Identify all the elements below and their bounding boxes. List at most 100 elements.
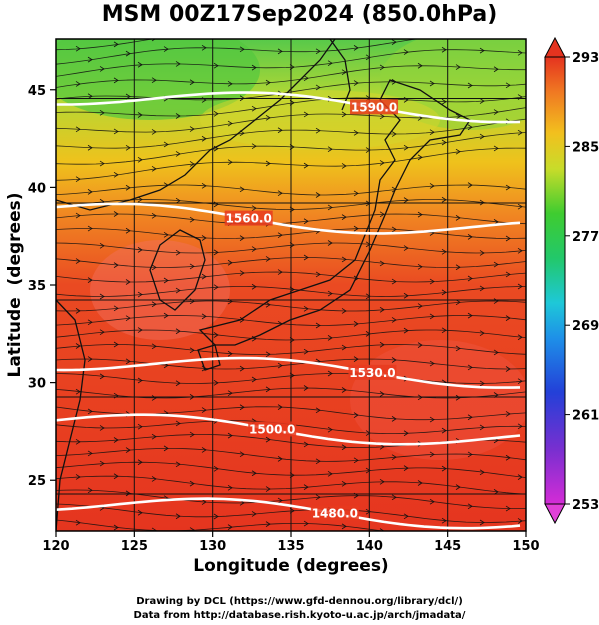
streamline-arrow — [429, 80, 435, 87]
streamline-arrow — [353, 321, 359, 327]
contour-label-bg — [224, 210, 273, 226]
streamline-arrow — [125, 490, 131, 497]
streamline-arrow — [227, 432, 233, 439]
streamline-arrow — [341, 387, 347, 393]
streamline-arrow — [266, 30, 270, 35]
streamline-arrow — [75, 176, 81, 183]
streamline-arrow — [494, 532, 498, 537]
streamline-arrow — [251, 205, 257, 212]
streamline-arrow — [327, 370, 333, 377]
streamline-arrow — [467, 312, 473, 319]
streamline-arrow — [190, 31, 194, 36]
streamline-arrow — [227, 524, 233, 530]
lat-lon-grid — [56, 39, 526, 531]
x-tick-label: 120 — [42, 539, 69, 554]
streamline-arrow — [441, 465, 447, 472]
colorbar-tick-label: 261 — [572, 409, 599, 424]
streamline-arrow — [467, 503, 473, 510]
streamline-arrow — [201, 313, 207, 320]
streamline-arrow — [341, 444, 347, 451]
streamline-arrow — [201, 44, 207, 51]
contour-label-bg — [350, 99, 399, 115]
streamline-arrow — [303, 305, 309, 312]
streamline-arrow — [505, 184, 511, 191]
streamline-arrow — [277, 456, 283, 462]
streamline-arrow — [365, 331, 371, 337]
streamline-arrow — [151, 129, 157, 135]
streamline-arrow — [251, 283, 257, 290]
streamline-arrow — [505, 411, 511, 417]
streamline-arrow — [455, 148, 461, 155]
streamline-arrow — [455, 215, 461, 221]
streamline-arrow — [417, 263, 423, 270]
streamline-arrow — [353, 190, 359, 197]
contour-label: 1590.0 — [351, 100, 397, 114]
streamline-arrow — [467, 234, 473, 240]
streamline-arrow — [87, 450, 93, 457]
streamline-arrow — [505, 315, 511, 321]
streamline-arrow — [163, 231, 169, 238]
streamline-arrow — [353, 80, 359, 86]
streamline-arrow — [391, 39, 397, 45]
streamline-arrow — [391, 494, 397, 501]
colorbar-tick-label: 269 — [572, 319, 599, 334]
streamline-arrow — [277, 190, 283, 197]
x-tick-label: 130 — [199, 539, 226, 554]
streamline-arrow — [189, 347, 195, 354]
streamline-arrow — [227, 120, 233, 127]
streamline-arrow — [213, 284, 219, 291]
streamline-arrow — [479, 424, 485, 431]
streamline-arrow — [265, 256, 271, 262]
streamline-arrow — [429, 498, 435, 505]
streamline-arrow — [327, 240, 333, 246]
y-axis: 25 30 35 40 45 — [28, 84, 56, 489]
colorbar-tick-label: 293 — [572, 51, 599, 66]
streamline-arrow — [239, 46, 245, 53]
credit-line-2: Data from http://database.rish.kyoto-u.a… — [133, 610, 466, 621]
streamline-arrow — [441, 427, 447, 434]
streamline-arrow — [441, 196, 447, 203]
streamline-arrow — [467, 182, 473, 188]
streamline-arrow — [151, 395, 157, 401]
contour-label: 1560.0 — [226, 212, 272, 226]
colorbar-max-arrow — [544, 36, 566, 58]
streamline-arrow — [467, 124, 473, 131]
streamline-arrow — [75, 343, 81, 349]
streamline-arrow — [479, 519, 485, 526]
colorbar-ramp — [544, 56, 566, 505]
streamline-arrow — [75, 126, 81, 133]
streamline-arrow — [175, 328, 181, 335]
streamline-arrow — [213, 332, 219, 338]
x-tick-label: 125 — [121, 539, 148, 554]
streamline-arrow — [277, 232, 283, 239]
streamline-arrow — [379, 478, 385, 485]
credit-line-1: Drawing by DCL (https://www.gfd-dennou.o… — [136, 596, 463, 607]
streamline-arrow — [137, 196, 143, 203]
streamline-arrow — [175, 113, 181, 119]
streamline-arrow — [239, 404, 245, 411]
streamline-arrow — [479, 98, 485, 104]
streamline-arrow — [304, 33, 308, 38]
streamline-arrow — [303, 385, 309, 391]
streamline-arrow — [505, 82, 511, 89]
streamline-arrow — [403, 245, 409, 251]
streamline-arrow — [137, 509, 143, 516]
colorbar-tick-label: 285 — [572, 140, 599, 155]
streamline-arrow — [417, 154, 423, 161]
streamline-arrow — [517, 423, 523, 430]
streamline-arrow — [75, 45, 81, 52]
streamline-arrow — [113, 473, 119, 480]
streamline-arrow — [251, 105, 257, 112]
streamline-arrow — [379, 160, 385, 166]
streamline-arrow — [379, 341, 385, 348]
streamline-arrow — [265, 521, 271, 527]
streamline-arrow — [429, 278, 435, 285]
streamline-arrow — [391, 454, 397, 461]
streamline-arrow — [201, 235, 207, 241]
streamline-arrow — [303, 218, 309, 225]
streamline-arrow — [441, 46, 447, 53]
streamline-arrow — [213, 110, 219, 117]
streamline-arrow — [391, 317, 397, 323]
streamline-arrow — [213, 62, 219, 69]
streamline-arrow — [505, 366, 511, 372]
